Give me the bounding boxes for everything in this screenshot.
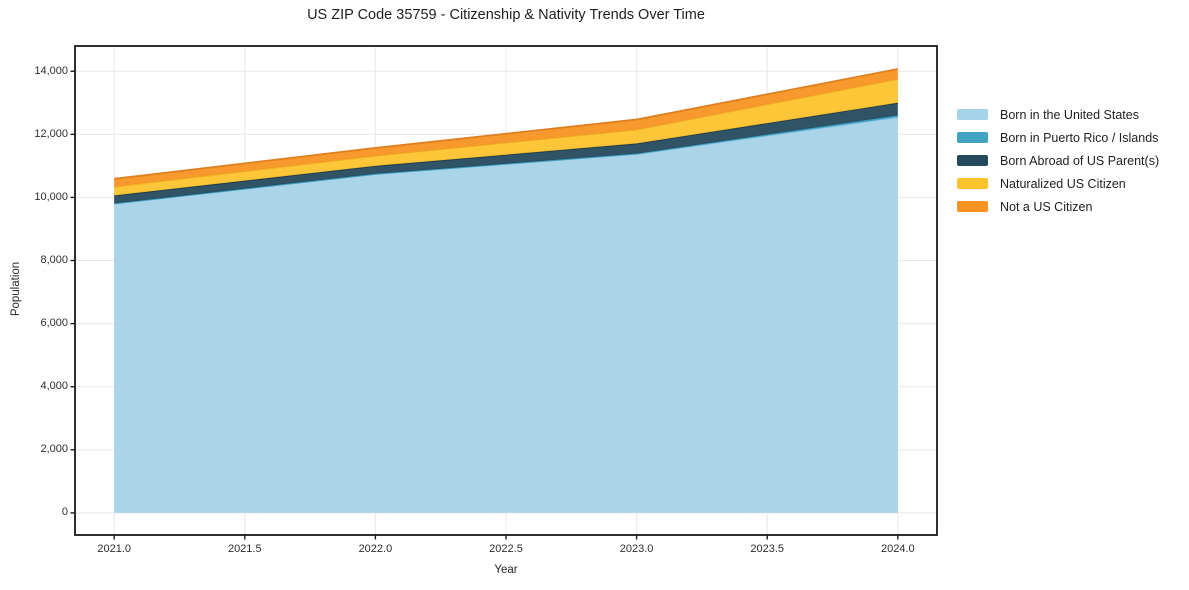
legend-swatch-icon [957, 132, 988, 143]
y-tick-label: 4,000 [40, 380, 68, 393]
legend-swatch-icon [957, 201, 988, 212]
y-tick-label: 2,000 [40, 443, 68, 456]
legend-item-4: Not a US Citizen [957, 195, 1159, 218]
area-series-4 [114, 69, 898, 187]
x-tick-label: 2022.0 [358, 543, 393, 555]
x-tick-label: 2022.5 [489, 543, 523, 555]
y-axis-label: Population [10, 261, 22, 317]
y-tick-label: 12,000 [34, 127, 68, 140]
legend-label: Born Abroad of US Parent(s) [1000, 153, 1160, 168]
y-tick-label: 10,000 [34, 190, 68, 203]
legend: Born in the United States Born in Puerto … [957, 103, 1159, 218]
legend-item-2: Born Abroad of US Parent(s) [957, 149, 1159, 172]
x-axis-label: Year [494, 564, 518, 576]
x-tick-label: 2021.5 [227, 543, 262, 555]
area-series-0 [114, 117, 898, 513]
legend-item-0: Born in the United States [957, 103, 1159, 126]
legend-swatch-icon [957, 178, 988, 189]
x-tick-label: 2021.0 [97, 543, 131, 555]
legend-swatch-icon [957, 109, 988, 120]
legend-item-1: Born in Puerto Rico / Islands [957, 126, 1159, 149]
y-tick-label: 14,000 [34, 64, 68, 77]
legend-label: Not a US Citizen [1000, 199, 1093, 214]
x-tick-label: 2023.0 [619, 543, 654, 555]
area-series-2 [114, 102, 898, 204]
chart-title: US ZIP Code 35759 - Citizenship & Nativi… [307, 7, 705, 23]
legend-item-3: Naturalized US Citizen [957, 172, 1159, 195]
legend-label: Born in the United States [1000, 107, 1139, 122]
x-tick-label: 2024.0 [880, 543, 915, 555]
legend-swatch-icon [957, 155, 988, 166]
legend-label: Naturalized US Citizen [1000, 176, 1126, 191]
legend-label: Born in Puerto Rico / Islands [1000, 130, 1159, 145]
y-tick-label: 0 [61, 506, 68, 519]
x-tick-label: 2023.5 [750, 543, 785, 555]
area-edge-series-4 [114, 68, 898, 180]
y-tick-label: 6,000 [40, 317, 68, 330]
area-series-3 [114, 79, 898, 196]
y-tick-label: 8,000 [40, 254, 68, 267]
